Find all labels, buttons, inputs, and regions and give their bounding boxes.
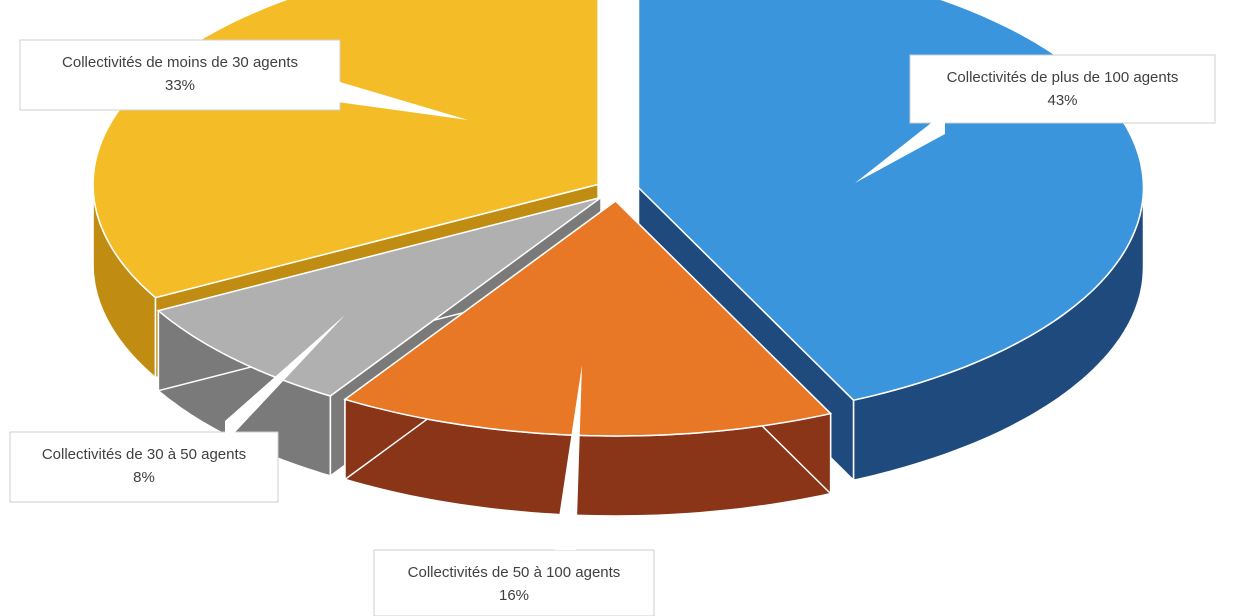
callout-2: Collectivités de 30 à 50 agents 8% — [9, 315, 345, 503]
slice-label: Collectivités de 50 à 100 agents — [408, 564, 621, 581]
callout-box — [909, 54, 1216, 124]
callout-pointer — [554, 365, 582, 550]
slice-value-label: 43% — [1047, 92, 1077, 109]
callout-box — [9, 431, 279, 503]
callout-pointer — [330, 79, 468, 120]
callout-0: Collectivités de plus de 100 agents 43% — [855, 54, 1216, 183]
callout-box — [19, 39, 341, 111]
slice-top-2 — [156, 196, 602, 397]
slice-value-label: 33% — [165, 77, 195, 94]
data-labels: Collectivités de plus de 100 agents43%Co… — [9, 39, 1216, 616]
slice-top-1 — [343, 200, 833, 437]
slice-value-label: 8% — [133, 469, 155, 486]
callout-box — [373, 549, 655, 616]
slice-label: Collectivités de 30 à 50 agents — [42, 446, 246, 463]
callout-1: Collectivités de 50 à 100 agents 16% — [373, 365, 655, 616]
callout-pointer — [855, 112, 945, 183]
callout-3: Collectivités de moins de 30 agents 33% — [19, 39, 468, 120]
slice-label: Collectivités de plus de 100 agents — [947, 69, 1179, 86]
callout-pointer — [225, 315, 345, 443]
slice-label: Collectivités de moins de 30 agents — [62, 54, 298, 71]
slice-value-label: 16% — [499, 587, 529, 604]
